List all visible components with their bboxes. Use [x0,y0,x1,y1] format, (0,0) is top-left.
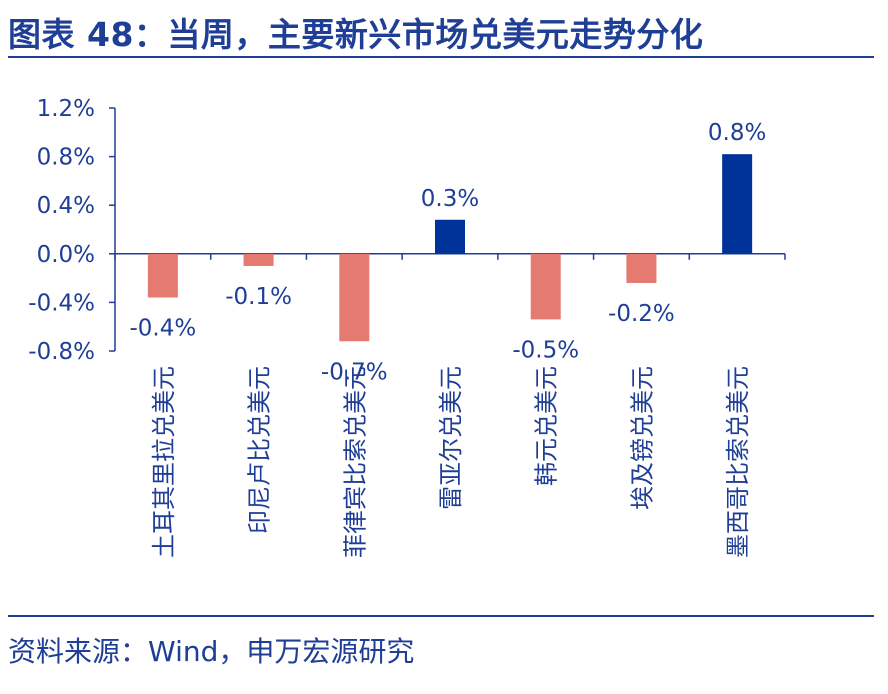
title-divider [8,56,874,58]
footer-divider [8,615,874,617]
bar [626,253,657,283]
x-category-label: 埃及镑兑美元 [628,366,656,510]
data-label: 0.3% [421,186,479,212]
bar [722,154,753,254]
y-tick-label: 0.0% [37,242,95,268]
x-category-text: 埃及镑兑美元 [628,366,656,510]
bar [435,219,465,254]
x-category-text: 印尼卢比兑美元 [246,366,274,534]
data-label: -0.1% [225,284,292,310]
chart-title: 图表 48：当周，主要新兴市场兑美元走势分化 [8,15,704,54]
x-category-label: 印尼卢比兑美元 [246,366,274,534]
bar [243,253,274,266]
data-label: -0.5% [512,337,579,363]
x-category-text: 韩元兑美元 [533,366,561,486]
x-category-label: 土耳其里拉兑美元 [150,366,178,558]
x-category-label: 雷亚尔兑美元 [437,366,465,510]
x-category-label: 菲律宾比索兑美元 [341,366,369,558]
bar [339,253,370,342]
x-category-text: 菲律宾比索兑美元 [341,366,369,558]
data-label: -0.2% [608,301,675,327]
y-tick-label: 0.8% [37,145,95,171]
x-category-label: 墨西哥比索兑美元 [724,366,752,558]
source-note: 资料来源：Wind，申万宏源研究 [8,635,415,668]
y-tick-label: 0.4% [37,193,95,219]
data-label: -0.4% [129,316,196,342]
data-label: 0.8% [708,120,766,146]
y-tick-label: -0.8% [28,339,95,365]
x-category-text: 土耳其里拉兑美元 [150,366,178,558]
data-label: -0.7% [321,359,388,385]
x-category-label: 韩元兑美元 [533,366,561,486]
bar-chart: 1.2% 0.8% 0.4% 0.0% -0.4% -0.8% -0.4% 土耳其里拉兑美元 -… [28,96,786,558]
x-category-text: 墨西哥比索兑美元 [724,366,752,558]
y-tick-label: -0.4% [28,290,95,316]
bar [147,253,178,298]
x-category-text: 雷亚尔兑美元 [437,366,465,510]
y-tick-label: 1.2% [37,96,95,122]
bar [530,253,561,320]
